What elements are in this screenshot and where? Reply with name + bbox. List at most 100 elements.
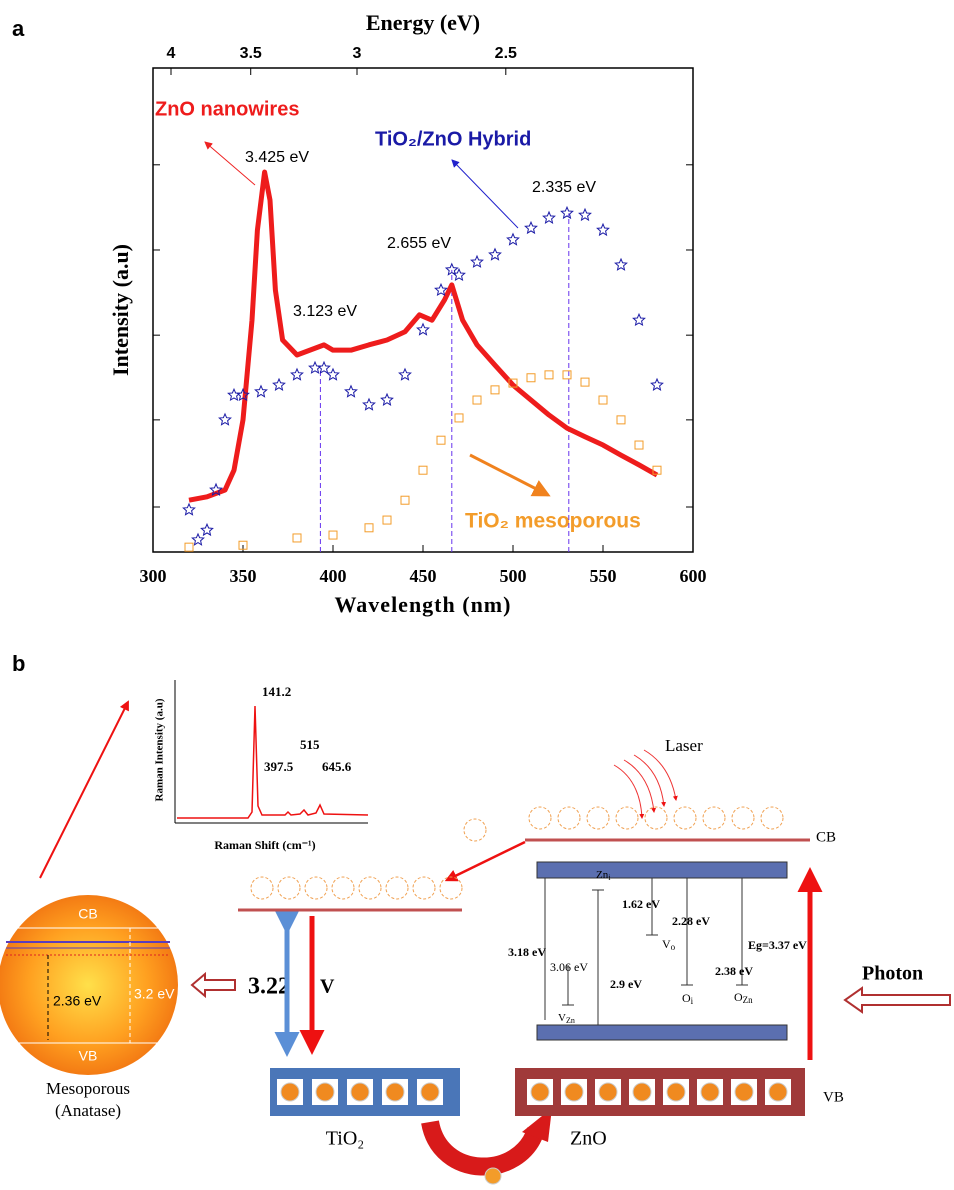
square-marker xyxy=(490,385,500,395)
x-tick-label: 500 xyxy=(500,566,527,586)
hole xyxy=(385,1082,405,1102)
hole xyxy=(666,1082,686,1102)
defect-levels xyxy=(544,878,748,1025)
defect-sub: i xyxy=(608,873,611,882)
square-marker xyxy=(238,540,248,550)
legend-arrow xyxy=(451,159,519,229)
star-marker xyxy=(434,282,448,297)
level-label: 3.18 eV xyxy=(508,945,546,959)
peak-label: 645.6 xyxy=(322,759,352,774)
hole xyxy=(530,1082,550,1102)
square-marker xyxy=(652,465,662,475)
hollow-arrow xyxy=(843,986,951,1014)
electron xyxy=(463,818,487,842)
level-label: 2.9 eV xyxy=(610,977,642,991)
electron xyxy=(250,876,274,900)
defect-main: O xyxy=(734,990,743,1004)
material-label: TiO₂ xyxy=(326,1128,365,1150)
defect-main: V xyxy=(662,937,671,951)
annotation: 2.655 eV xyxy=(387,235,451,252)
hole xyxy=(734,1082,754,1102)
gap-label: 3.2 eV xyxy=(134,986,175,1002)
arrow xyxy=(444,840,526,882)
level-label: 2.38 eV xyxy=(715,964,753,978)
star-marker xyxy=(200,522,214,537)
star-marker xyxy=(218,412,232,426)
hole xyxy=(564,1082,584,1102)
star-marker xyxy=(632,312,646,327)
star-marker xyxy=(209,482,223,496)
electron xyxy=(615,806,639,830)
x2-tick-label: 3 xyxy=(353,45,362,62)
annotation: 3.425 eV xyxy=(245,149,309,166)
hole xyxy=(420,1082,440,1102)
star-marker xyxy=(236,387,250,402)
star-marker xyxy=(317,360,331,374)
star-marker xyxy=(272,377,286,391)
anatase-sphere: CB VB 2.36 eV 3.2 eV xyxy=(0,895,178,1075)
star-marker xyxy=(542,210,556,224)
x2-axis-label: Energy (eV) xyxy=(366,10,480,35)
x-tick-label: 400 xyxy=(320,566,347,586)
transfer-arrow xyxy=(421,1119,545,1176)
laser-rays xyxy=(613,749,678,819)
star-marker xyxy=(362,397,376,411)
square-marker xyxy=(400,495,410,505)
hole xyxy=(280,1082,300,1102)
band-label: CB xyxy=(78,906,97,922)
square-marker xyxy=(508,378,518,388)
x-tick-label: 300 xyxy=(140,566,167,586)
square-marker xyxy=(598,395,608,405)
hole xyxy=(598,1082,618,1102)
square-marker xyxy=(436,435,446,445)
electron xyxy=(731,806,755,830)
star-marker xyxy=(488,247,502,261)
square-marker xyxy=(616,415,626,425)
x-tick-label: 450 xyxy=(410,566,437,586)
star-marker xyxy=(344,384,358,398)
square-marker xyxy=(292,533,302,543)
hole xyxy=(700,1082,720,1102)
star-marker xyxy=(191,532,205,546)
star-marker xyxy=(398,367,412,381)
electron xyxy=(557,806,581,830)
star-marker xyxy=(596,222,610,237)
material-label: ZnO xyxy=(570,1128,607,1150)
photon-label: Photon xyxy=(862,963,923,985)
legend-label: ZnO nanowires xyxy=(155,98,299,120)
hole xyxy=(768,1082,788,1102)
square-marker xyxy=(526,373,536,383)
level-label: 3.06 eV xyxy=(550,960,588,974)
gap-value: 3.22 xyxy=(248,974,290,1000)
band-label: VB xyxy=(79,1048,98,1064)
sphere-caption: (Anatase) xyxy=(55,1101,121,1120)
defect-main: V xyxy=(558,1012,566,1024)
band-label: CB xyxy=(816,829,836,845)
hole xyxy=(350,1082,370,1102)
electron xyxy=(439,876,463,900)
level-label: Eg=3.37 eV xyxy=(748,938,807,952)
vb-bar xyxy=(536,1024,788,1041)
electron xyxy=(331,876,355,900)
defect-sub: i xyxy=(691,996,694,1006)
square-marker xyxy=(544,370,554,380)
electron xyxy=(702,806,726,830)
star-marker xyxy=(254,384,268,398)
hole xyxy=(484,1167,502,1185)
square-marker xyxy=(562,370,572,380)
star-marker xyxy=(578,207,592,222)
sphere-caption: Mesoporous xyxy=(46,1079,130,1098)
electron xyxy=(586,806,610,830)
electron xyxy=(644,806,668,830)
arrow xyxy=(39,700,129,879)
hollow-arrow xyxy=(190,971,236,999)
peak-label: 397.5 xyxy=(264,759,294,774)
star-marker xyxy=(506,232,520,246)
square-marker xyxy=(328,530,338,540)
cb-bar xyxy=(536,861,788,879)
square-marker xyxy=(634,440,644,450)
x2-tick-label: 3.5 xyxy=(240,45,262,62)
y-axis-label: Intensity (a.u) xyxy=(108,244,133,376)
x2-tick-label: 4 xyxy=(167,45,176,62)
